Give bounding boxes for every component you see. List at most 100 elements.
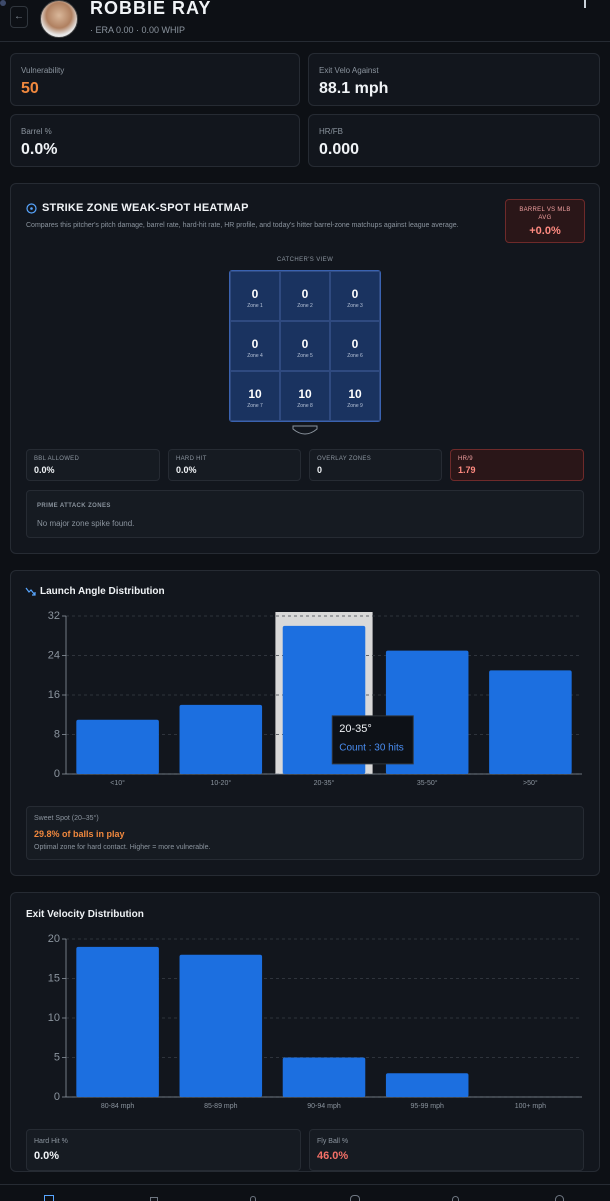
- stat-value: 0.0%: [21, 141, 58, 158]
- y-tick-label: 8: [54, 728, 60, 740]
- home-plate: [292, 425, 318, 435]
- sweet-spot-value: 29.8% of balls in play: [34, 829, 125, 839]
- bar: [282, 1057, 366, 1097]
- exit-stat-box: Hard Hit % 0.0%: [26, 1129, 301, 1171]
- stat-card: Exit Velo Against 88.1 mph: [308, 53, 600, 106]
- y-tick-label: 20: [48, 933, 60, 945]
- y-tick-label: 0: [54, 1091, 60, 1103]
- zone-label: Zone 1: [247, 303, 263, 309]
- bar: [76, 719, 159, 774]
- stat-label: Vulnerability: [21, 66, 65, 75]
- tooltip-box: [331, 715, 414, 765]
- metric-label: HARD HIT: [176, 456, 207, 462]
- launch-title: Launch Angle Distribution: [40, 586, 165, 597]
- zone-value: 10: [248, 387, 262, 401]
- zone-value: 0: [351, 337, 359, 351]
- view-label: CATCHER'S VIEW: [276, 257, 334, 263]
- x-tick-label: 20-35°: [314, 779, 335, 787]
- prime-text: No major zone spike found.: [37, 519, 135, 528]
- x-tick-label: 80-84 mph: [101, 1103, 135, 1110]
- zone-label: Zone 7: [247, 403, 263, 409]
- zone-label: Zone 2: [297, 303, 313, 309]
- bar: [489, 670, 572, 774]
- zone-label: Zone 9: [347, 403, 363, 409]
- bar: [76, 946, 159, 1097]
- sweet-spot-box: Sweet Spot (20–35°) 29.8% of balls in pl…: [26, 806, 584, 860]
- x-tick-label: 100+ mph: [515, 1103, 546, 1110]
- zone-label: Zone 4: [247, 353, 263, 359]
- prime-box: PRIME ATTACK ZONES No major zone spike f…: [26, 490, 584, 538]
- metric-label: OVERLAY ZONES: [317, 456, 372, 462]
- stat-label: Barrel %: [21, 127, 52, 136]
- zone-value: 0: [351, 287, 359, 301]
- heatmap-icon: [26, 203, 37, 214]
- y-tick-label: 0: [54, 768, 60, 780]
- exit-chart: 0 5 10 15 20 80-84 mph 85-89 mph 90-94 mph 95-99…: [48, 933, 582, 1110]
- zone-cell: 10 Zone 7: [230, 371, 280, 421]
- heatmap-title: STRIKE ZONE WEAK-SPOT HEATMAP: [42, 202, 249, 214]
- top-edge-bar: [584, 0, 586, 8]
- nav-icon[interactable]: [250, 1196, 256, 1201]
- nav-icon[interactable]: [150, 1197, 158, 1201]
- stat-value: 50: [21, 80, 39, 97]
- prime-title: PRIME ATTACK ZONES: [37, 503, 111, 509]
- y-tick-label: 16: [48, 689, 60, 701]
- launch-icon: [25, 587, 36, 596]
- metric-box: HR/9 1.79: [450, 449, 584, 481]
- exit-stat-value: 46.0%: [317, 1150, 349, 1162]
- stat-card: Vulnerability 50: [10, 53, 300, 106]
- zone-value: 10: [348, 387, 362, 401]
- y-tick-label: 5: [54, 1051, 60, 1063]
- nav-icon[interactable]: [350, 1195, 360, 1201]
- x-tick-label: <10°: [110, 779, 125, 787]
- player-name: ROBBIE RAY: [90, 1, 212, 15]
- bottom-nav: [0, 1184, 610, 1201]
- tooltip-title: 20-35°: [339, 723, 372, 735]
- zone-value: 0: [251, 287, 259, 301]
- nav-icon[interactable]: [44, 1195, 54, 1201]
- bar: [385, 1073, 469, 1097]
- exit-stat-value: 0.0%: [34, 1150, 60, 1162]
- exit-title: Exit Velocity Distribution: [26, 909, 144, 920]
- zone-value: 0: [251, 337, 259, 351]
- avatar: [40, 0, 78, 38]
- nav-icon[interactable]: [452, 1196, 459, 1201]
- nav-icon[interactable]: [555, 1195, 564, 1201]
- zone-cell: 0 Zone 6: [330, 321, 380, 371]
- player-subtitle: · ERA 0.00 · 0.00 WHIP: [90, 25, 186, 35]
- metric-value: 0: [317, 465, 323, 475]
- zone-value: 0: [301, 287, 309, 301]
- metric-box: OVERLAY ZONES 0: [309, 449, 442, 481]
- y-tick-label: 15: [48, 972, 60, 984]
- zone-label: Zone 8: [297, 403, 313, 409]
- bar: [179, 704, 263, 774]
- top-edge-icon: [0, 0, 6, 6]
- stat-label: Exit Velo Against: [319, 66, 379, 75]
- exit-stat-label: Fly Ball %: [317, 1138, 349, 1145]
- stat-card: Barrel % 0.0%: [10, 114, 300, 167]
- zone-cell: 0 Zone 2: [280, 271, 330, 321]
- metric-box: HARD HIT 0.0%: [168, 449, 301, 481]
- x-tick-label: 10-20°: [210, 779, 231, 787]
- back-button[interactable]: ←: [10, 6, 28, 28]
- launch-chart: 0 8 16 24 32 <10° 10-20° 20-35° 35-50° >50° 20-35°…: [48, 610, 582, 787]
- sweet-spot-label: Sweet Spot (20–35°): [34, 815, 99, 822]
- stat-label: HR/FB: [319, 127, 343, 136]
- y-tick-label: 10: [48, 1012, 60, 1024]
- stat-value: 0.000: [319, 141, 360, 158]
- zone-cell: 0 Zone 5: [280, 321, 330, 371]
- zone-label: Zone 5: [297, 353, 313, 359]
- heatmap-description: Compares this pitcher's pitch damage, ba…: [26, 222, 459, 229]
- zone-cell: 10 Zone 8: [280, 371, 330, 421]
- exit-stat-label: Hard Hit %: [34, 1138, 68, 1145]
- zone-label: Zone 6: [347, 353, 363, 359]
- barrel-badge-label: BARREL VS MLB AVG: [519, 207, 571, 221]
- zone-cell: 0 Zone 3: [330, 271, 380, 321]
- barrel-badge-value: +0.0%: [529, 225, 561, 237]
- x-tick-label: 35-50°: [417, 779, 438, 787]
- header: ← ROBBIE RAY · ERA 0.00 · 0.00 WHIP: [0, 0, 610, 42]
- metric-box: BBL ALLOWED 0.0%: [26, 449, 160, 481]
- x-tick-label: 95-99 mph: [410, 1103, 444, 1110]
- metric-value: 0.0%: [34, 465, 55, 475]
- metric-value: 1.79: [458, 465, 476, 475]
